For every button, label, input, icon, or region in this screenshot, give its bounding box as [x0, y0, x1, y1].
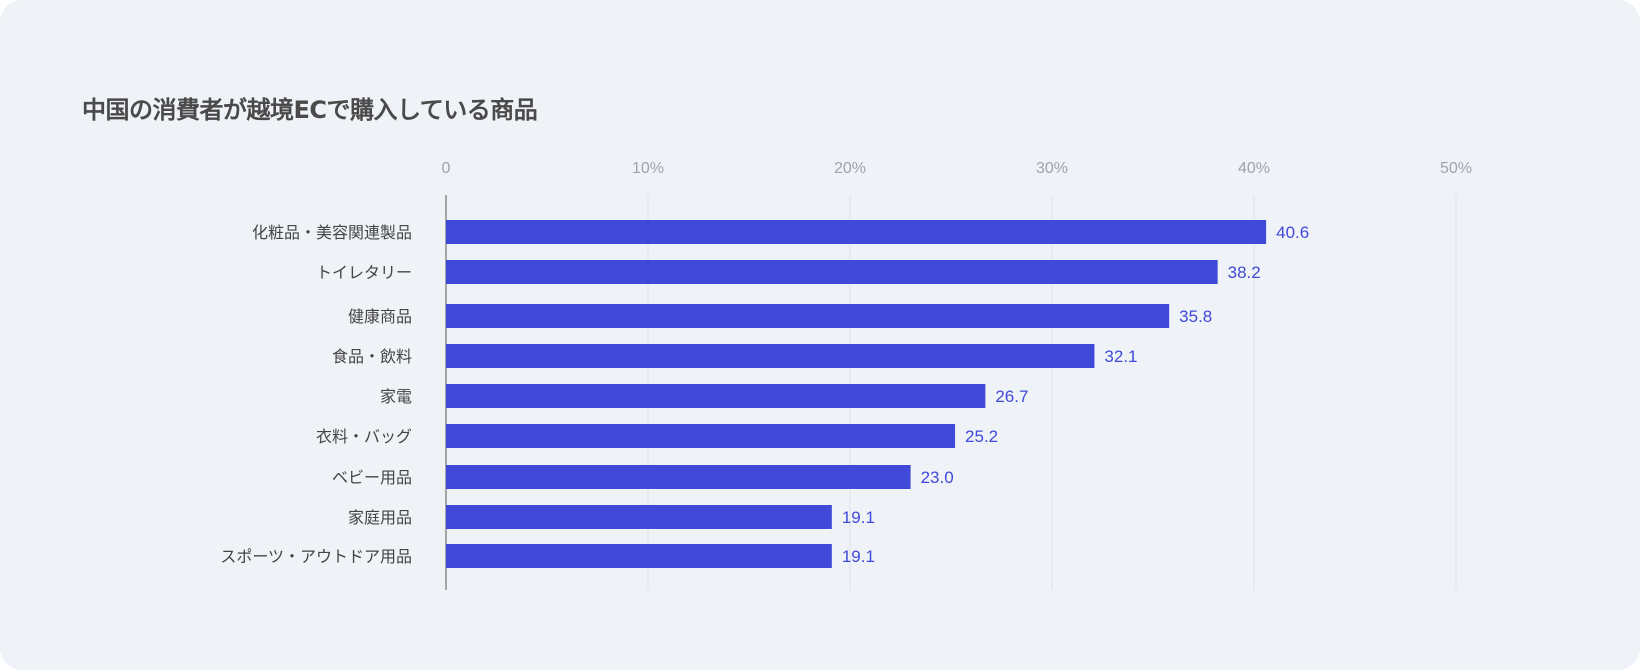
bar [446, 465, 911, 489]
category-label: 家庭用品 [348, 508, 412, 527]
x-tick-label: 10% [632, 160, 664, 177]
data-label: 40.6 [1276, 223, 1309, 242]
data-label: 19.1 [842, 547, 875, 566]
x-tick-label: 50% [1440, 160, 1472, 177]
bar [446, 424, 956, 448]
category-label: 家電 [380, 387, 412, 406]
data-label: 38.2 [1228, 263, 1261, 282]
data-label: 19.1 [842, 508, 875, 527]
x-tick-label: 30% [1036, 160, 1068, 177]
category-label: 化粧品・美容関連製品 [252, 223, 412, 242]
bar [446, 304, 1170, 328]
x-tick-label: 40% [1238, 160, 1270, 177]
bar [446, 344, 1095, 368]
bar [446, 505, 832, 529]
category-label: 食品・飲料 [332, 347, 412, 366]
x-tick-label: 0 [442, 160, 451, 177]
data-label: 25.2 [965, 427, 998, 446]
bar [446, 260, 1218, 284]
data-label: 23.0 [921, 468, 954, 487]
bar [446, 220, 1267, 244]
data-label: 26.7 [995, 387, 1028, 406]
bar [446, 384, 986, 408]
data-label: 35.8 [1179, 307, 1212, 326]
category-label: 健康商品 [348, 307, 412, 326]
category-label: ベビー用品 [332, 468, 412, 487]
category-label: 衣料・バッグ [316, 427, 412, 446]
x-tick-label: 20% [834, 160, 866, 177]
chart-title: 中国の消費者が越境ECで購入している商品 [82, 96, 538, 124]
data-label: 32.1 [1104, 347, 1137, 366]
category-label: スポーツ・アウトドア用品 [220, 547, 412, 566]
category-label: トイレタリー [316, 263, 412, 282]
bar [446, 544, 832, 568]
